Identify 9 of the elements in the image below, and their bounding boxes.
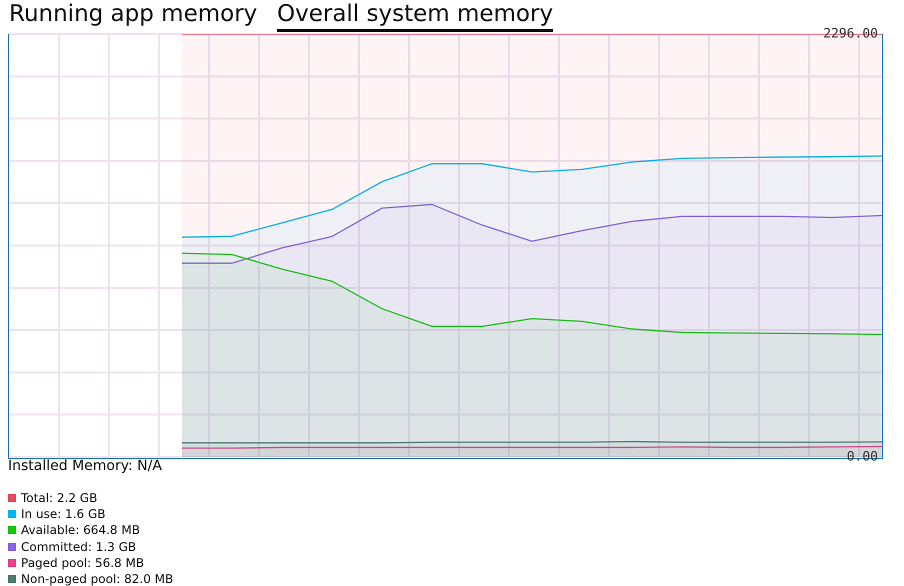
legend-label: Non-paged pool: 82.0 MB: [21, 572, 174, 586]
chart-title: Overall system memory: [277, 0, 554, 32]
text: Installed Memory: N/A: [8, 458, 162, 474]
text: Running app memory: [9, 0, 258, 28]
legend-label: Paged pool: 56.8 MB: [21, 556, 144, 570]
legend-label: Available: 664.8 MB: [21, 523, 140, 538]
legend-label: Total: 2.2 GB: [21, 491, 98, 506]
legend-label: In use: 1.6 GB: [21, 507, 106, 522]
legend-label: Committed: 1.3 GB: [21, 540, 136, 554]
